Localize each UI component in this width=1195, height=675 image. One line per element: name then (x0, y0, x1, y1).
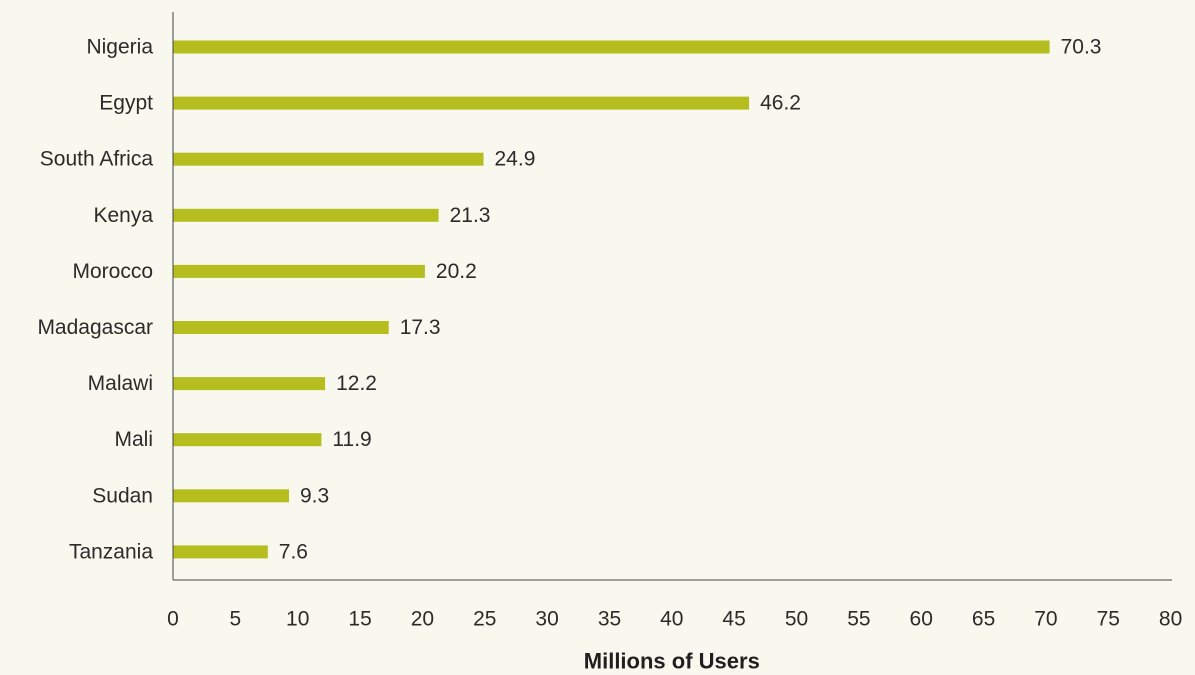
x-tick-label: 55 (847, 608, 870, 631)
x-tick-label: 40 (660, 608, 683, 631)
value-label: 21.3 (450, 204, 491, 227)
x-tick-label: 10 (286, 608, 309, 631)
category-label: Tanzania (69, 540, 153, 563)
bars-group (173, 40, 1050, 559)
value-label: 70.3 (1061, 36, 1102, 59)
x-tick-label: 20 (411, 608, 434, 631)
category-label: Nigeria (86, 36, 153, 59)
value-label: 46.2 (760, 92, 801, 115)
value-label: 9.3 (300, 484, 329, 507)
category-label: Malawi (88, 372, 153, 395)
bar (173, 377, 326, 391)
value-label: 7.6 (279, 540, 308, 563)
category-label: Mali (114, 428, 153, 451)
category-label: Madagascar (37, 316, 153, 339)
x-tick-label: 50 (785, 608, 808, 631)
bar (173, 321, 389, 334)
bar (173, 264, 425, 278)
x-tick-label: 80 (1159, 608, 1182, 631)
x-tick-label: 25 (473, 608, 496, 631)
bar (173, 433, 322, 447)
x-tick-label: 60 (910, 608, 933, 631)
value-label: 12.2 (336, 372, 377, 395)
x-tick-label: 15 (348, 608, 371, 631)
bar (173, 152, 484, 166)
bar (173, 40, 1050, 54)
x-tick-label: 35 (598, 608, 621, 631)
category-label: South Africa (40, 148, 154, 171)
x-tick-label: 30 (535, 608, 558, 631)
category-label: Kenya (93, 204, 153, 227)
category-label: Sudan (92, 484, 153, 507)
x-tick-label: 45 (722, 608, 745, 631)
value-label: 11.9 (332, 428, 371, 451)
bar (173, 96, 750, 110)
value-label: 17.3 (400, 316, 441, 339)
category-label: Morocco (72, 260, 153, 283)
category-label: Egypt (99, 92, 153, 115)
x-tick-label: 65 (972, 608, 995, 631)
bar (173, 489, 289, 503)
bar (173, 545, 268, 559)
bar (173, 208, 439, 222)
value-label: 24.9 (495, 148, 536, 171)
x-tick-label: 5 (229, 608, 241, 631)
x-ticks-group: 0 5 10 15 20 25 30 35 40 45 50 55 60 65 70 75 80 (167, 608, 1182, 631)
x-tick-label: 70 (1034, 608, 1057, 631)
value-label: 20.2 (436, 260, 477, 283)
axes-group (172, 12, 1172, 581)
x-tick-label: 0 (167, 608, 179, 631)
labels-group: Nigeria 70.3 Egypt 46.2 South Africa 24.9 Keny… (37, 36, 1101, 564)
x-tick-label: 75 (1097, 608, 1120, 631)
x-axis-title: Millions of Users (584, 649, 760, 671)
